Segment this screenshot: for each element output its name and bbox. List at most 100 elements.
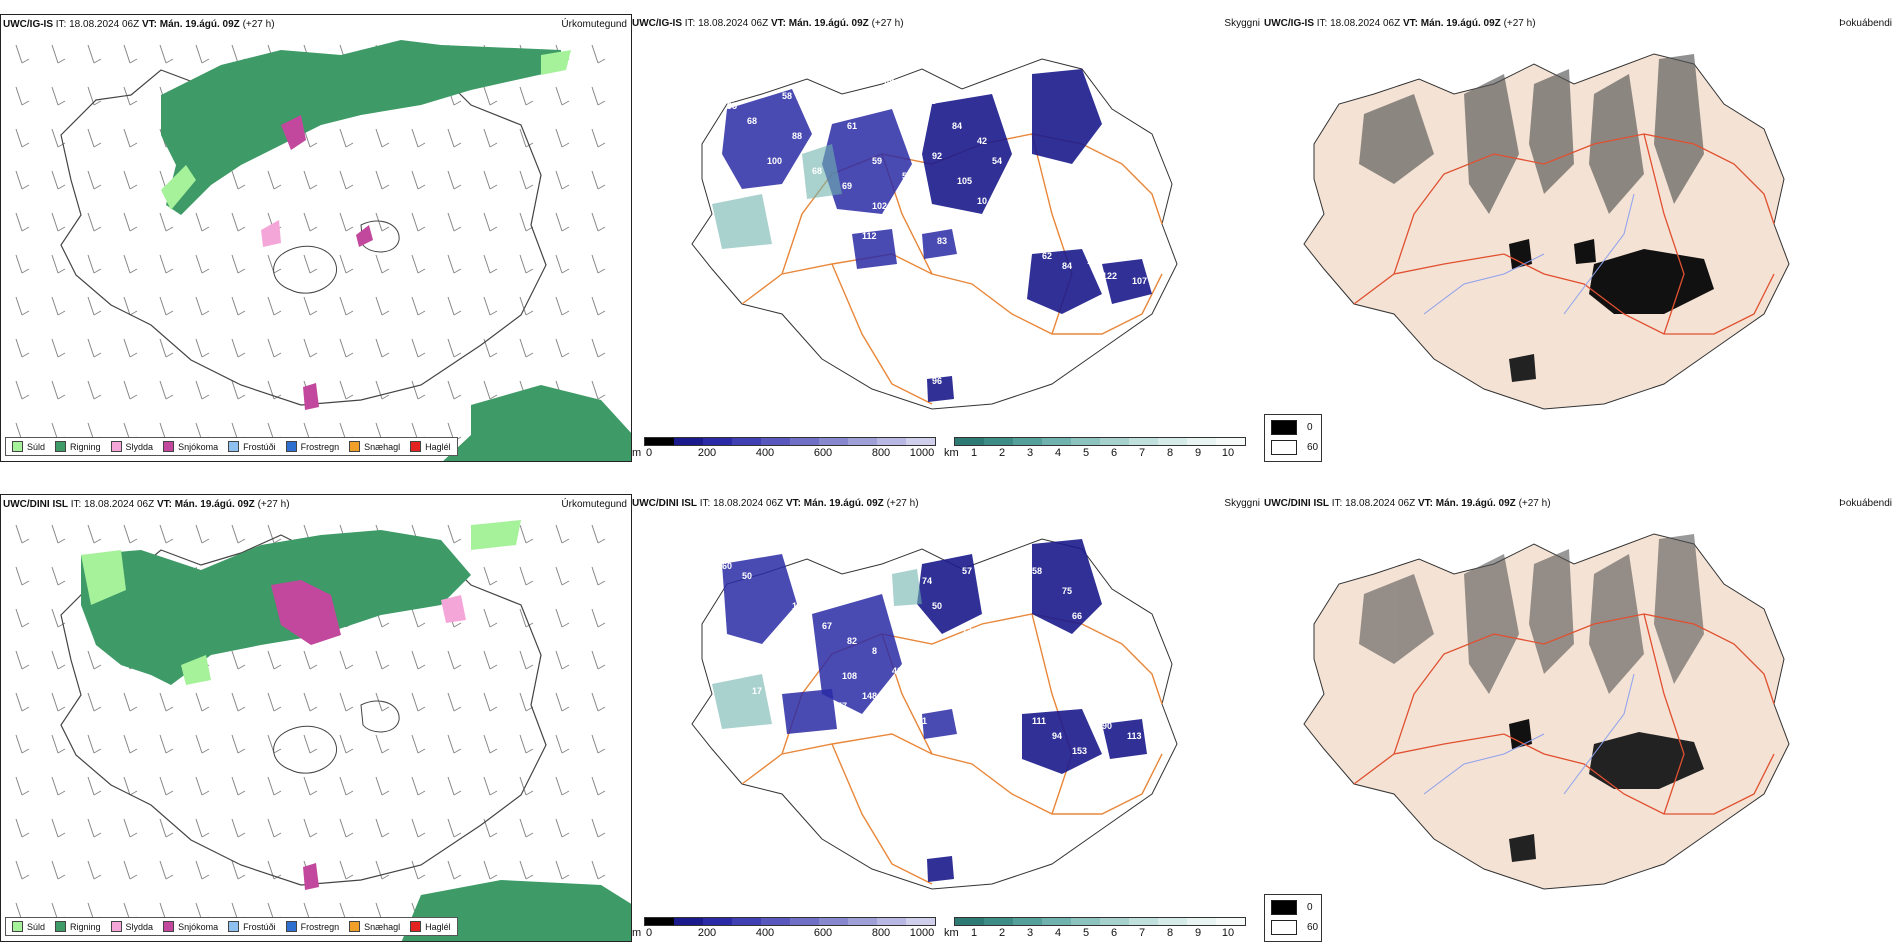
cloud-base-label: 57 bbox=[837, 701, 847, 711]
red-road-network bbox=[1353, 133, 1775, 335]
cloud-base-label: 75 bbox=[1062, 586, 1072, 596]
wind-barb bbox=[519, 818, 534, 838]
glacier-outline bbox=[360, 220, 400, 253]
cloud-base-label: 8 bbox=[872, 646, 877, 656]
variable-name: Úrkomutegund bbox=[561, 499, 627, 510]
wind-barb bbox=[303, 296, 318, 316]
wind-barb bbox=[555, 650, 570, 670]
wind-barb bbox=[375, 296, 390, 316]
wind-barb bbox=[519, 524, 534, 544]
wind-barb bbox=[303, 212, 318, 232]
cloud-base-labels: 60 50 53 103 74 57 50 58 75 66 67 104 82 8 63 48 72 108 73… bbox=[722, 561, 1142, 856]
vis-tick: 7 bbox=[1138, 927, 1146, 939]
wind-barb bbox=[375, 776, 390, 796]
wind-barb bbox=[447, 128, 462, 148]
wind-barb bbox=[519, 170, 534, 190]
swatch bbox=[410, 441, 422, 452]
fog-legend: 0 60 bbox=[1264, 414, 1322, 462]
wind-barb bbox=[483, 128, 498, 148]
wind-barb bbox=[483, 86, 498, 106]
wind-barb bbox=[303, 170, 318, 190]
wind-barb bbox=[339, 380, 354, 400]
wind-barb bbox=[339, 212, 354, 232]
wind-barb bbox=[411, 776, 426, 796]
wind-barb bbox=[51, 692, 66, 712]
wind-barb bbox=[195, 524, 210, 544]
cloud-base-label: 57 bbox=[962, 566, 972, 576]
wind-barb bbox=[519, 338, 534, 358]
wind-barb bbox=[591, 44, 606, 64]
vis-tick: 9 bbox=[1194, 927, 1202, 939]
fog-dense-area bbox=[1509, 719, 1532, 749]
cloud-base-label: 42 bbox=[977, 136, 987, 146]
wind-barb bbox=[447, 212, 462, 232]
fog-map-top bbox=[1303, 53, 1790, 410]
wind-barb bbox=[51, 734, 66, 754]
wind-barb bbox=[303, 692, 318, 712]
wind-barb bbox=[555, 692, 570, 712]
snow-area bbox=[271, 580, 341, 645]
fog-indicator-panel-bottom: UWC/DINI ISL IT: 18.08.2024 06Z VT: Mán.… bbox=[1264, 494, 1900, 942]
wind-barb bbox=[591, 860, 606, 880]
height-tick: 800 bbox=[871, 447, 891, 459]
cloud-base-label: 88 bbox=[932, 216, 942, 226]
cloud-area bbox=[722, 89, 812, 189]
fog-legend-row: 60 bbox=[1271, 440, 1318, 455]
wind-barb bbox=[15, 524, 30, 544]
wind-barb bbox=[591, 128, 606, 148]
wind-barb bbox=[375, 338, 390, 358]
wind-barb bbox=[51, 566, 66, 586]
cloud-base-label: 50 bbox=[932, 601, 942, 611]
red-road-network bbox=[1353, 613, 1775, 815]
wind-barb bbox=[339, 818, 354, 838]
road-network bbox=[741, 613, 1163, 885]
wind-barb bbox=[15, 566, 30, 586]
wind-barb bbox=[15, 734, 30, 754]
wind-barb bbox=[159, 734, 174, 754]
precip-type-panel-bottom: UWC/DINI ISL IT: 18.08.2024 06Z VT: Mán.… bbox=[0, 494, 632, 942]
cloud-area bbox=[1027, 249, 1102, 314]
cloud-area bbox=[1032, 69, 1102, 164]
swatch bbox=[163, 441, 175, 452]
swatch bbox=[410, 921, 422, 932]
height-colorbar-bars bbox=[644, 437, 936, 446]
wind-barb bbox=[447, 380, 462, 400]
cloud-base-label: 67 bbox=[822, 621, 832, 631]
rain-area bbox=[161, 40, 561, 215]
wind-barb bbox=[87, 650, 102, 670]
wind-barb bbox=[555, 170, 570, 190]
wind-barb bbox=[447, 170, 462, 190]
height-tick: 200 bbox=[697, 927, 717, 939]
wind-barb bbox=[51, 860, 66, 880]
vis-tick: 5 bbox=[1082, 927, 1090, 939]
legend-item: Snjókoma bbox=[163, 441, 218, 452]
wind-barb bbox=[519, 296, 534, 316]
cloud-base-label: 57 bbox=[902, 171, 912, 181]
swatch bbox=[285, 441, 297, 452]
wind-barb bbox=[267, 818, 282, 838]
wind-barb bbox=[375, 860, 390, 880]
drizzle-area bbox=[471, 520, 521, 550]
sleet-area bbox=[441, 595, 466, 623]
wind-barb bbox=[339, 692, 354, 712]
glacier-outline bbox=[273, 725, 337, 774]
legend-item: Súld bbox=[12, 441, 45, 452]
vis-tick: 7 bbox=[1138, 447, 1146, 459]
height-unit: m bbox=[632, 447, 642, 459]
wind-barb bbox=[375, 170, 390, 190]
wind-barb bbox=[231, 212, 246, 232]
wind-barb bbox=[591, 524, 606, 544]
fog-dense-area bbox=[1589, 249, 1714, 314]
wind-barb bbox=[15, 128, 30, 148]
wind-barb bbox=[447, 650, 462, 670]
cloud-base-label: 104 bbox=[1122, 251, 1137, 261]
fog-map-bottom bbox=[1303, 533, 1790, 890]
wind-barb bbox=[87, 128, 102, 148]
cloud-base-label: 113 bbox=[1127, 731, 1142, 741]
wind-barb bbox=[267, 254, 282, 274]
vis-tick: 1 bbox=[970, 927, 978, 939]
wind-barb bbox=[591, 734, 606, 754]
wind-barb bbox=[519, 860, 534, 880]
sleet-area bbox=[261, 220, 281, 247]
wind-barb bbox=[231, 692, 246, 712]
